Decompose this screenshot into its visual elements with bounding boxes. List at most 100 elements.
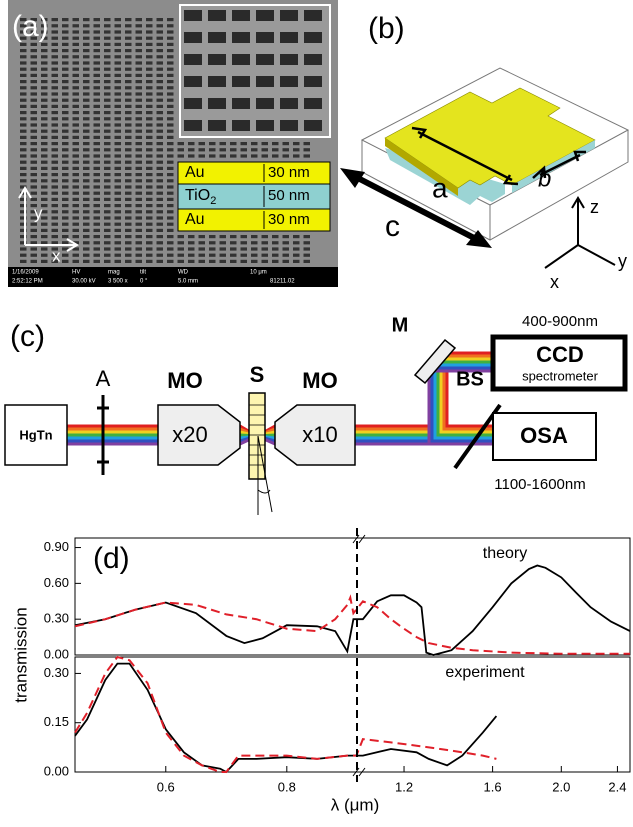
sem-hole — [83, 61, 90, 65]
sem-hole — [114, 160, 121, 164]
x-tick-label: 2.0 — [552, 779, 570, 794]
sem-hole — [114, 228, 121, 232]
sem-hole — [62, 18, 69, 22]
sem-hole — [219, 154, 226, 158]
sem-hole — [30, 36, 37, 40]
aperture — [97, 395, 109, 475]
info-text: tilt — [140, 270, 146, 276]
sem-hole — [72, 241, 79, 245]
sem-hole — [240, 253, 247, 257]
layer-subscript: 2 — [210, 195, 216, 207]
sem-hole — [282, 247, 289, 251]
sem-hole — [51, 197, 58, 201]
sem-hole — [41, 73, 48, 77]
sem-hole — [167, 166, 174, 170]
sem-hole — [41, 117, 48, 121]
sem-hole — [104, 166, 111, 170]
sem-hole — [104, 73, 111, 77]
sem-hole — [51, 24, 58, 28]
inset-hole — [280, 32, 298, 43]
sem-hole — [167, 191, 174, 195]
sem-hole — [230, 259, 237, 263]
sem-hole — [41, 166, 48, 170]
sem-hole — [62, 259, 69, 263]
sem-hole — [41, 80, 48, 84]
objective-label: MO — [167, 368, 202, 393]
sem-hole — [156, 117, 163, 121]
sem-hole — [41, 197, 48, 201]
sem-hole — [293, 148, 300, 152]
sem-hole — [51, 42, 58, 46]
sem-hole — [167, 86, 174, 90]
sem-hole — [20, 179, 27, 183]
sem-hole — [156, 30, 163, 34]
sem-hole — [219, 253, 226, 257]
sem-hole — [51, 111, 58, 115]
sem-hole — [282, 241, 289, 245]
sem-hole — [30, 160, 37, 164]
sem-hole — [51, 123, 58, 127]
sem-hole — [125, 49, 132, 53]
sem-hole — [41, 67, 48, 71]
sem-hole — [72, 204, 79, 208]
sem-hole — [125, 259, 132, 263]
sem-hole — [240, 247, 247, 251]
sem-hole — [135, 111, 142, 115]
sem-hole — [51, 18, 58, 22]
sem-hole — [72, 24, 79, 28]
sem-hole — [125, 80, 132, 84]
sem-hole — [209, 259, 216, 263]
sem-hole — [30, 49, 37, 53]
sem-hole — [230, 235, 237, 239]
y-tick-label: 0.90 — [44, 539, 69, 554]
sem-hole — [30, 241, 37, 245]
sem-hole — [30, 166, 37, 170]
sem-hole — [93, 92, 100, 96]
sem-hole — [272, 241, 279, 245]
axis-label: x — [52, 246, 61, 265]
sem-hole — [93, 173, 100, 177]
sem-hole — [114, 55, 121, 59]
sem-hole — [20, 228, 27, 232]
objective-mag: x10 — [302, 422, 337, 447]
sem-hole — [72, 160, 79, 164]
y-tick-label: 0.00 — [44, 646, 69, 661]
sem-hole — [104, 148, 111, 152]
sem-hole — [146, 241, 153, 245]
sem-hole — [83, 123, 90, 127]
sem-hole — [20, 111, 27, 115]
sem-hole — [135, 247, 142, 251]
sem-hole — [72, 117, 79, 121]
inset-hole — [304, 54, 322, 65]
sem-hole — [104, 80, 111, 84]
sem-hole — [198, 259, 205, 263]
sem-hole — [62, 210, 69, 214]
sem-hole — [93, 235, 100, 239]
sem-hole — [146, 148, 153, 152]
inset-hole — [256, 120, 274, 131]
sem-hole — [104, 179, 111, 183]
sem-hole — [146, 30, 153, 34]
sem-hole — [30, 73, 37, 77]
sem-hole — [272, 142, 279, 146]
sem-hole — [20, 86, 27, 90]
info-bar-texts: 1/16/2009 2:52:12 PM HV 30.00 kV mag 3 500 x t… — [12, 270, 295, 285]
sem-hole — [62, 104, 69, 108]
sem-hole — [135, 185, 142, 189]
sem-hole — [83, 222, 90, 226]
sem-hole — [125, 241, 132, 245]
sem-hole — [20, 42, 27, 46]
sem-hole — [72, 30, 79, 34]
sem-hole — [41, 30, 48, 34]
sem-hole — [51, 49, 58, 53]
ccd-sub: spectrometer — [522, 368, 599, 383]
sem-hole — [125, 253, 132, 257]
sem-hole — [146, 42, 153, 46]
sem-hole — [125, 185, 132, 189]
mirror-label: M — [392, 314, 409, 336]
sem-hole — [20, 235, 27, 239]
sem-hole — [41, 241, 48, 245]
sem-hole — [240, 154, 247, 158]
mirror — [413, 338, 457, 385]
data-line — [74, 594, 630, 655]
